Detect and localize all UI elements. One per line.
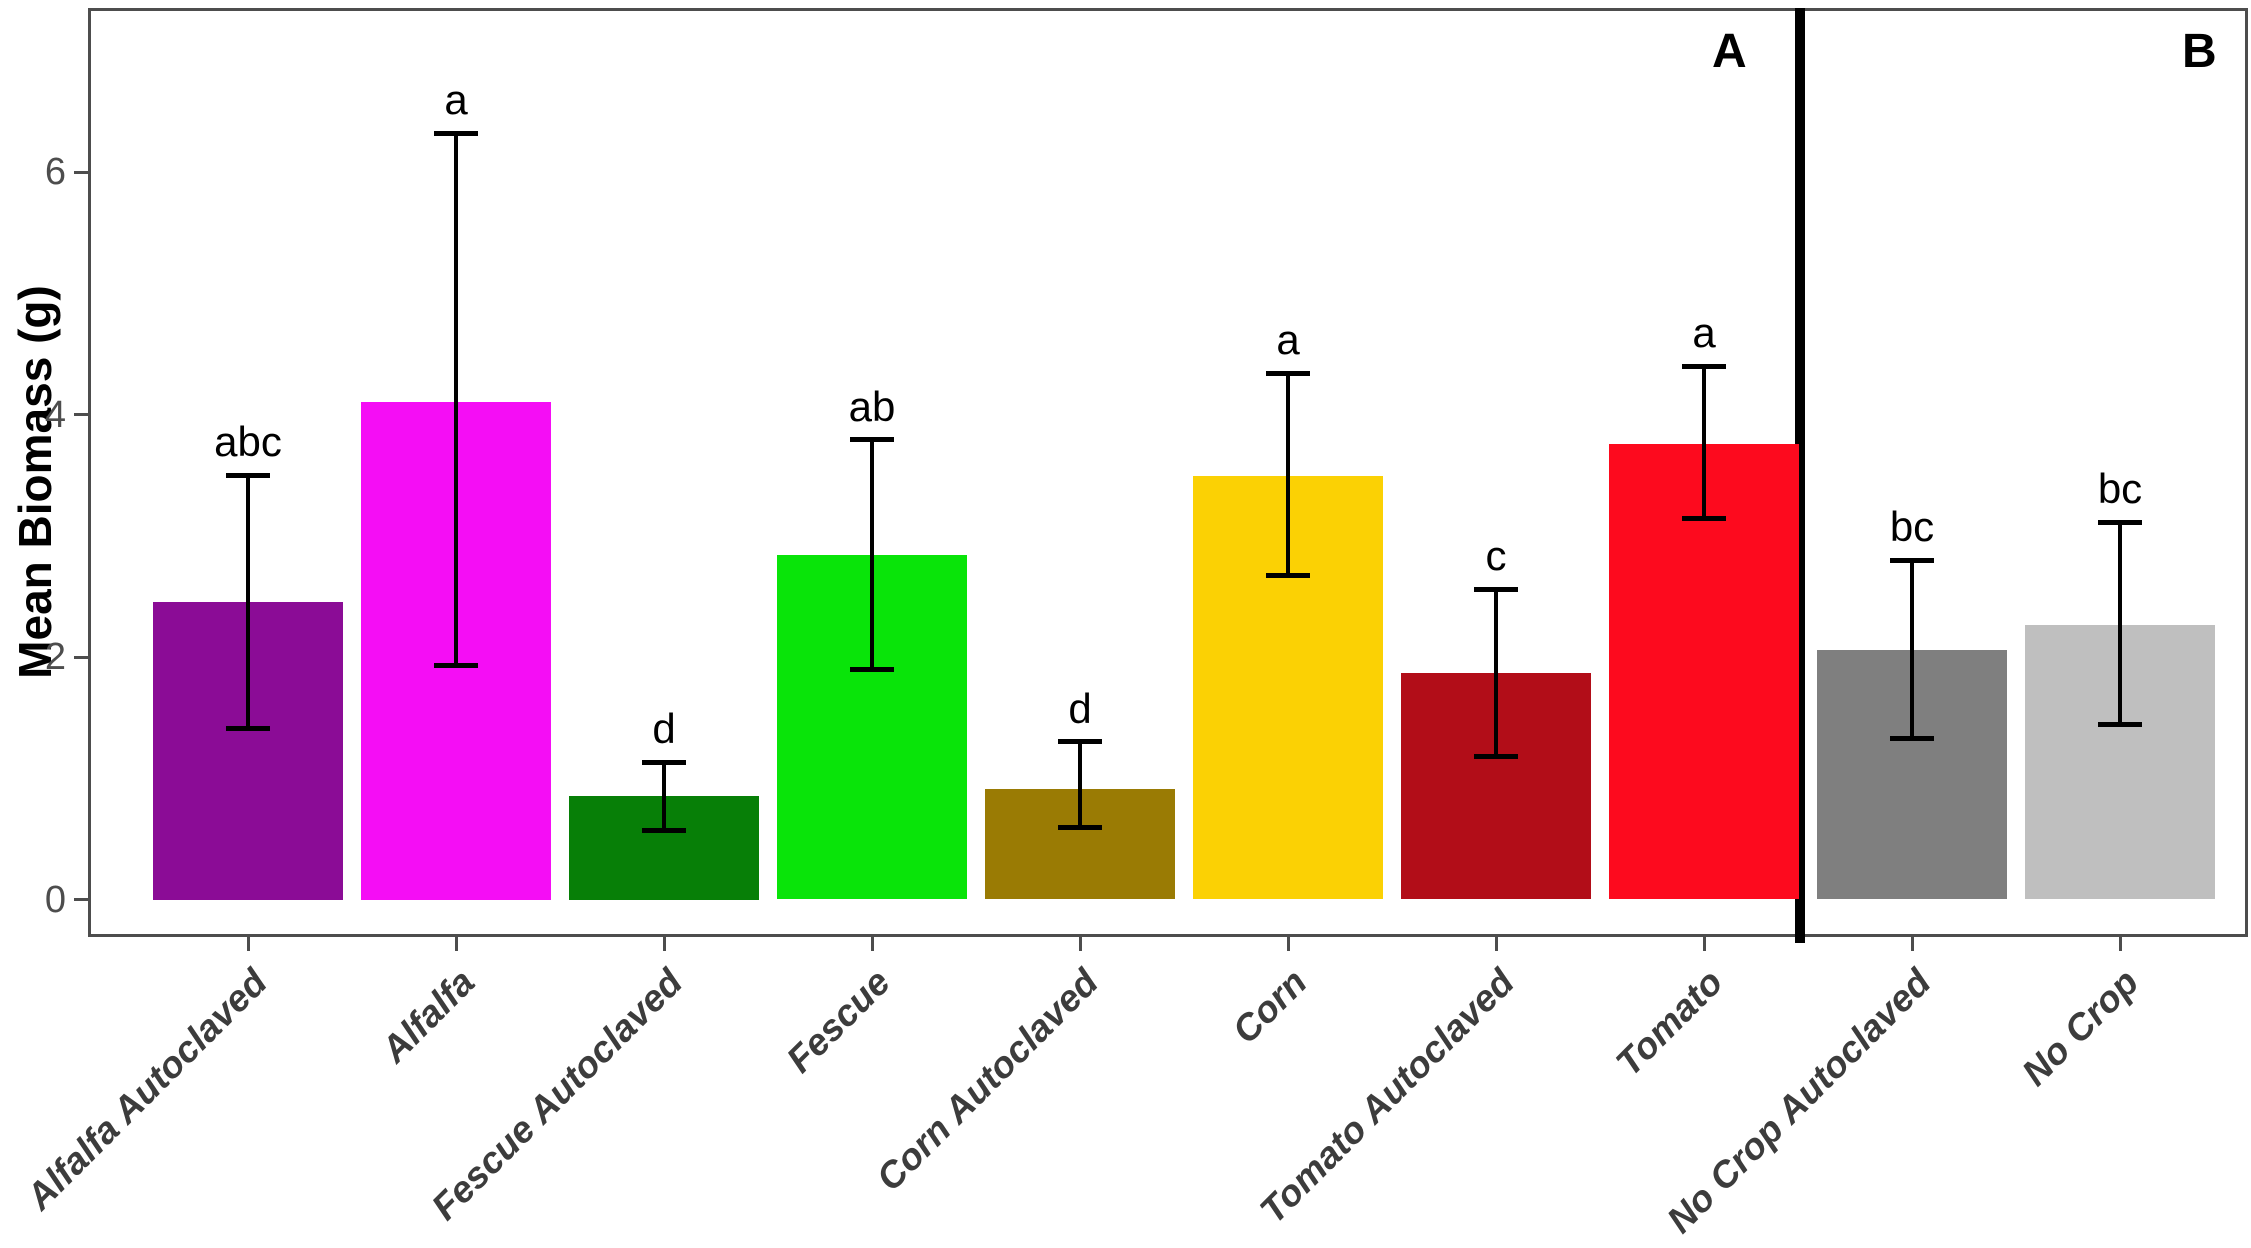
y-axis-tick xyxy=(74,170,88,174)
x-axis-tick-label: Alfalfa Autoclaved xyxy=(18,961,275,1218)
y-axis-tick xyxy=(74,655,88,659)
y-axis-tick-label: 4 xyxy=(44,393,66,436)
section-label-a: A xyxy=(1712,25,1747,78)
y-axis-tick xyxy=(74,413,88,416)
x-axis-tick-label: Tomato xyxy=(1607,961,1731,1084)
error-bar-line xyxy=(246,475,250,729)
y-axis-tick-label: 6 xyxy=(44,151,66,193)
x-axis-tick-label: Fescue xyxy=(779,961,899,1081)
y-axis-tick-label: 0 xyxy=(44,878,66,921)
x-axis-tick xyxy=(454,937,458,951)
y-axis-title: Mean Biomass (g) xyxy=(9,285,61,679)
x-axis-tick-label: Alfalfa xyxy=(373,961,483,1071)
significance-letter: abc xyxy=(214,418,282,466)
significance-letter: a xyxy=(444,76,468,124)
error-bar-line xyxy=(870,439,874,670)
significance-letter: a xyxy=(1692,309,1716,356)
significance-letter: a xyxy=(1276,316,1300,364)
error-bar-cap-top xyxy=(850,437,894,443)
error-bar-line xyxy=(662,762,666,831)
error-bar-cap-top xyxy=(1266,370,1310,376)
error-bar-cap-bottom xyxy=(1890,735,1934,741)
error-bar-cap-top xyxy=(2098,519,2142,525)
error-bar-cap-top xyxy=(642,759,686,765)
x-axis-tick xyxy=(2118,937,2122,951)
x-axis-tick xyxy=(1702,937,1706,951)
x-axis-tick xyxy=(662,937,666,951)
error-bar-cap-bottom xyxy=(1266,573,1310,579)
significance-letter: bc xyxy=(2097,465,2143,513)
x-axis-tick-label: No Crop xyxy=(2014,961,2147,1094)
error-bar-cap-bottom xyxy=(1058,825,1102,831)
error-bar-line xyxy=(2118,522,2122,725)
error-bar-line xyxy=(1286,373,1290,576)
error-bar-cap-top xyxy=(1474,586,1518,592)
error-bar-line xyxy=(1494,589,1498,757)
error-bar-cap-top xyxy=(434,130,478,136)
error-bar-cap-bottom xyxy=(2098,722,2142,728)
error-bar-line xyxy=(1078,741,1082,828)
y-axis-tick-label: 2 xyxy=(44,636,66,678)
x-axis-tick xyxy=(870,937,874,951)
significance-letter: bc xyxy=(1889,503,1935,550)
error-bar-cap-top xyxy=(1682,363,1726,369)
error-bar-cap-top xyxy=(1890,557,1934,563)
error-bar-cap-bottom xyxy=(642,827,686,833)
x-axis-tick xyxy=(1286,937,1290,951)
significance-letter: d xyxy=(1068,684,1092,732)
error-bar-line xyxy=(454,133,458,666)
error-bar-cap-bottom xyxy=(850,666,894,672)
error-bar-cap-bottom xyxy=(1474,753,1518,759)
error-bar-cap-bottom xyxy=(1682,516,1726,522)
error-bar-cap-bottom xyxy=(226,726,270,732)
x-axis-tick xyxy=(1910,937,1914,951)
section-label-b: B xyxy=(2182,25,2217,78)
x-axis-tick xyxy=(1494,937,1498,951)
error-bar-line xyxy=(1702,366,1706,519)
x-axis-tick-label: Corn xyxy=(1224,961,1315,1052)
significance-letter: ab xyxy=(848,382,896,430)
error-bar-cap-bottom xyxy=(434,662,478,668)
y-axis-tick xyxy=(74,898,88,901)
significance-letter: d xyxy=(652,705,676,753)
error-bar-line xyxy=(1910,560,1914,739)
error-bar-cap-top xyxy=(226,472,270,478)
error-bar-cap-top xyxy=(1058,739,1102,745)
section-divider-line xyxy=(1795,8,1805,943)
x-axis-tick xyxy=(1078,937,1082,951)
significance-letter: c xyxy=(1485,532,1507,580)
x-axis-tick-label: Corn Autoclaved xyxy=(868,961,1107,1199)
x-axis-tick xyxy=(246,937,250,951)
